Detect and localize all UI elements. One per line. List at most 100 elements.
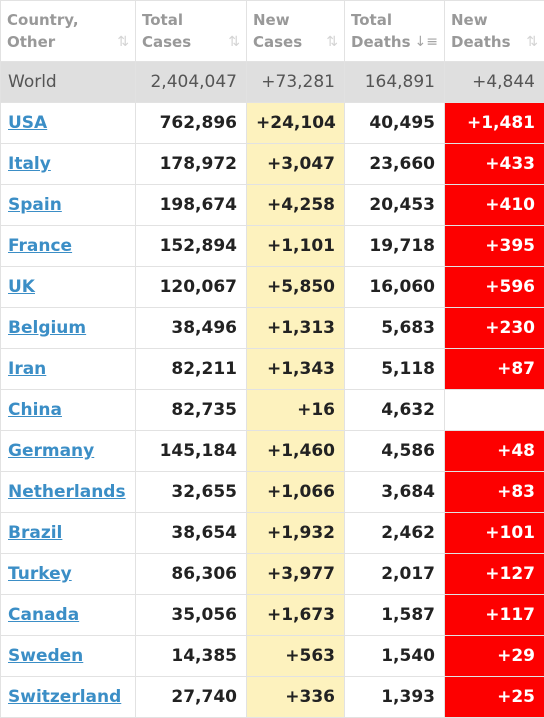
country-link[interactable]: Netherlands (8, 482, 126, 502)
new-deaths-cell: +48 (445, 431, 544, 472)
header-label-line1: Total (351, 11, 392, 29)
country-cell: UK (1, 267, 136, 308)
header-label-line1: Total (142, 11, 183, 29)
table-header-row: Country,Other⇅ Total Cases ⇅ New Cases ⇅ Tot… (1, 1, 544, 62)
total-deaths-cell: 2,017 (345, 554, 445, 595)
new-deaths-cell: +596 (445, 267, 544, 308)
country-cell: Iran (1, 349, 136, 390)
world-total-deaths: 164,891 (345, 62, 445, 103)
total-deaths-cell: 3,684 (345, 472, 445, 513)
world-new-deaths: +4,844 (445, 62, 544, 103)
country-cell: China (1, 390, 136, 431)
header-label-line2: Cases (142, 33, 191, 51)
country-link[interactable]: France (8, 236, 72, 256)
total-deaths-cell: 4,586 (345, 431, 445, 472)
header-label-line2: Deaths (351, 33, 411, 51)
total-cases-cell: 198,674 (136, 185, 247, 226)
new-deaths-cell: +410 (445, 185, 544, 226)
country-link[interactable]: Switzerland (8, 687, 121, 707)
total-cases-cell: 82,211 (136, 349, 247, 390)
country-link[interactable]: Germany (8, 441, 94, 461)
total-cases-cell: 32,655 (136, 472, 247, 513)
country-cell: Italy (1, 144, 136, 185)
new-cases-cell: +1,673 (247, 595, 345, 636)
total-deaths-cell: 1,540 (345, 636, 445, 677)
total-cases-cell: 35,056 (136, 595, 247, 636)
new-cases-cell: +1,313 (247, 308, 345, 349)
new-deaths-cell: +83 (445, 472, 544, 513)
country-link[interactable]: China (8, 400, 62, 420)
new-cases-cell: +4,258 (247, 185, 345, 226)
country-link[interactable]: Turkey (8, 564, 72, 584)
country-link[interactable]: USA (8, 113, 47, 133)
country-link[interactable]: Italy (8, 154, 51, 174)
new-deaths-cell: +87 (445, 349, 544, 390)
new-deaths-cell: +117 (445, 595, 544, 636)
sort-both-icon[interactable]: ⇅ (326, 35, 338, 49)
new-deaths-cell: +1,481 (445, 103, 544, 144)
new-cases-cell: +5,850 (247, 267, 345, 308)
header-total-deaths[interactable]: Total Deaths ↓≡ (345, 1, 445, 62)
header-label-line1: New (253, 11, 290, 29)
total-deaths-cell: 23,660 (345, 144, 445, 185)
sort-desc-icon[interactable]: ↓≡ (415, 35, 438, 49)
total-deaths-cell: 20,453 (345, 185, 445, 226)
new-cases-cell: +336 (247, 677, 345, 718)
sort-both-icon[interactable]: ⇅ (526, 35, 538, 49)
total-cases-cell: 27,740 (136, 677, 247, 718)
country-cell: USA (1, 103, 136, 144)
total-deaths-cell: 40,495 (345, 103, 445, 144)
country-cell: Belgium (1, 308, 136, 349)
country-link[interactable]: Spain (8, 195, 62, 215)
country-link[interactable]: Canada (8, 605, 79, 625)
country-link[interactable]: Belgium (8, 318, 86, 338)
header-new-cases[interactable]: New Cases ⇅ (247, 1, 345, 62)
world-new-cases: +73,281 (247, 62, 345, 103)
new-deaths-cell: +395 (445, 226, 544, 267)
country-link[interactable]: Brazil (8, 523, 62, 543)
country-link[interactable]: Iran (8, 359, 46, 379)
country-cell: Canada (1, 595, 136, 636)
new-deaths-cell: +29 (445, 636, 544, 677)
total-cases-cell: 178,972 (136, 144, 247, 185)
new-cases-cell: +1,460 (247, 431, 345, 472)
new-deaths-cell: +25 (445, 677, 544, 718)
total-deaths-cell: 16,060 (345, 267, 445, 308)
total-cases-cell: 38,496 (136, 308, 247, 349)
header-country[interactable]: Country,Other⇅ (1, 1, 136, 62)
country-link[interactable]: UK (8, 277, 35, 297)
country-cell: Sweden (1, 636, 136, 677)
new-cases-cell: +3,047 (247, 144, 345, 185)
header-label-line1: New (451, 11, 488, 29)
country-cell: France (1, 226, 136, 267)
world-total-cases: 2,404,047 (136, 62, 247, 103)
total-cases-cell: 120,067 (136, 267, 247, 308)
new-deaths-cell: +101 (445, 513, 544, 554)
new-cases-cell: +1,343 (247, 349, 345, 390)
country-link[interactable]: Sweden (8, 646, 83, 666)
world-total-row: World 2,404,047 +73,281 164,891 +4,844 (1, 62, 544, 103)
new-cases-cell: +3,977 (247, 554, 345, 595)
country-cell: Switzerland (1, 677, 136, 718)
sort-both-icon[interactable]: ⇅ (228, 35, 240, 49)
new-cases-cell: +16 (247, 390, 345, 431)
new-deaths-cell: +127 (445, 554, 544, 595)
sort-both-icon[interactable]: ⇅ (117, 35, 129, 49)
total-cases-cell: 14,385 (136, 636, 247, 677)
header-label-line2: Cases (253, 33, 302, 51)
header-label-line1: Country, (7, 11, 79, 29)
country-cell: Germany (1, 431, 136, 472)
total-cases-cell: 152,894 (136, 226, 247, 267)
header-total-cases[interactable]: Total Cases ⇅ (136, 1, 247, 62)
new-deaths-cell (445, 390, 544, 431)
